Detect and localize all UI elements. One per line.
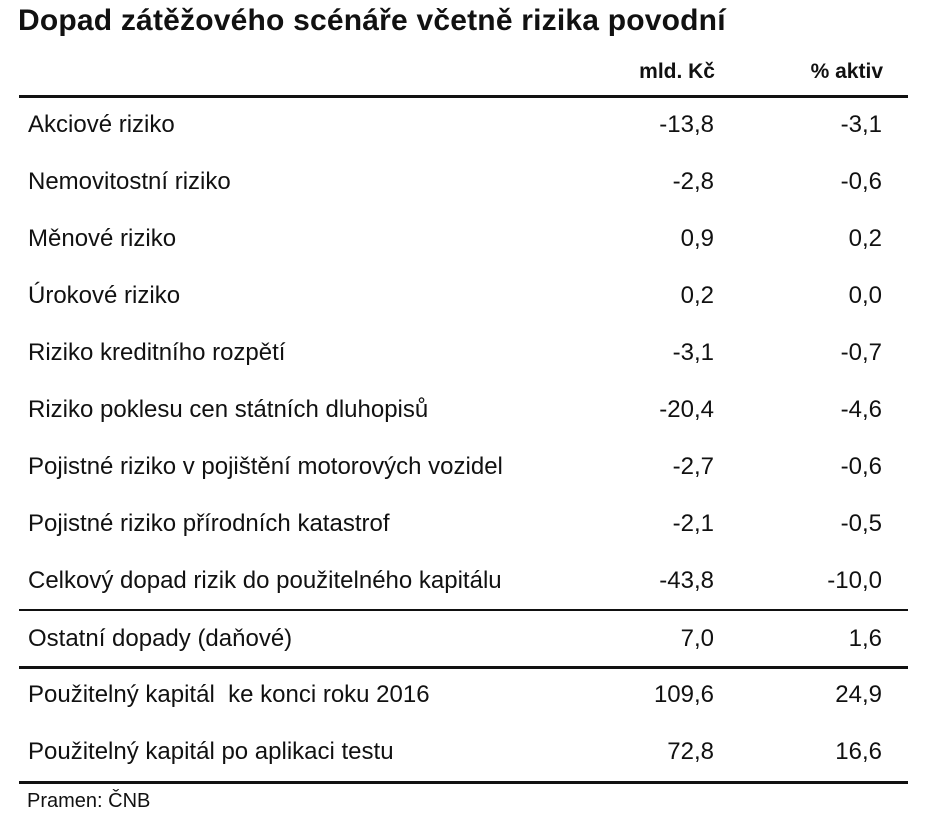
row-label: Použitelný kapitál ke konci roku 2016	[28, 681, 430, 708]
row-value-pct: -0,5	[840, 510, 882, 537]
table-row: Riziko poklesu cen státních dluhopisů -2…	[19, 382, 908, 438]
row-label: Celkový dopad rizik do použitelného kapi…	[28, 567, 502, 594]
row-value-mld: 109,6	[653, 681, 714, 708]
table-row: Pojistné riziko v pojištění motorových v…	[19, 439, 908, 495]
row-value-pct: 0,0	[848, 282, 882, 309]
row-value-pct: 24,9	[835, 681, 882, 708]
row-value-mld: -13,8	[659, 111, 714, 138]
table-row: Měnové riziko 0,9 0,2	[19, 211, 908, 267]
row-value-pct: 0,2	[848, 225, 882, 252]
table-row: Riziko kreditního rozpětí -3,1 -0,7	[19, 325, 908, 381]
table-row: Ostatní dopady (daňové) 7,0 1,6	[19, 611, 908, 667]
table-row: Celkový dopad rizik do použitelného kapi…	[19, 553, 908, 609]
row-label: Pojistné riziko přírodních katastrof	[28, 510, 390, 537]
row-value-mld: -2,7	[672, 453, 714, 480]
row-label: Riziko poklesu cen státních dluhopisů	[28, 396, 429, 423]
column-header-pct-aktiv: % aktiv	[810, 60, 883, 83]
row-value-pct: 16,6	[835, 738, 882, 765]
row-label: Pojistné riziko v pojištění motorových v…	[28, 453, 503, 480]
table-row: Pojistné riziko přírodních katastrof -2,…	[19, 496, 908, 552]
row-label: Použitelný kapitál po aplikaci testu	[28, 738, 394, 765]
table-row: Použitelný kapitál po aplikaci testu 72,…	[19, 724, 908, 780]
column-header-mld-kc: mld. Kč	[639, 60, 715, 83]
row-value-pct: -10,0	[827, 567, 882, 594]
row-value-pct: -0,6	[840, 453, 882, 480]
row-value-mld: 72,8	[667, 738, 714, 765]
row-value-mld: -20,4	[659, 396, 714, 423]
row-value-pct: -4,6	[840, 396, 882, 423]
row-label: Riziko kreditního rozpětí	[28, 339, 286, 366]
row-value-mld: -2,1	[672, 510, 714, 537]
row-value-pct: 1,6	[848, 625, 882, 652]
section-rule	[19, 666, 908, 669]
table-row: Úrokové riziko 0,2 0,0	[19, 268, 908, 324]
bottom-rule	[19, 781, 908, 784]
row-value-pct: -0,6	[840, 168, 882, 195]
subtotal-rule	[19, 609, 908, 611]
table-row: Nemovitostní riziko -2,8 -0,6	[19, 154, 908, 210]
header-rule	[19, 95, 908, 98]
source-note: Pramen: ČNB	[27, 790, 151, 812]
row-label: Měnové riziko	[28, 225, 177, 252]
row-value-mld: -2,8	[672, 168, 714, 195]
row-label: Nemovitostní riziko	[28, 168, 231, 195]
row-value-mld: -3,1	[672, 339, 714, 366]
row-label: Ostatní dopady (daňové)	[28, 625, 293, 652]
row-label: Úrokové riziko	[28, 282, 181, 309]
row-label: Akciové riziko	[28, 111, 175, 138]
table-row: Akciové riziko -13,8 -3,1	[19, 97, 908, 153]
row-value-mld: 0,2	[680, 282, 714, 309]
row-value-mld: -43,8	[659, 567, 714, 594]
row-value-mld: 0,9	[680, 225, 714, 252]
row-value-mld: 7,0	[680, 625, 714, 652]
page-title: Dopad zátěžového scénáře včetně rizika p…	[18, 4, 726, 37]
table-row: Použitelný kapitál ke konci roku 2016 10…	[19, 667, 908, 723]
row-value-pct: -3,1	[840, 111, 882, 138]
row-value-pct: -0,7	[840, 339, 882, 366]
